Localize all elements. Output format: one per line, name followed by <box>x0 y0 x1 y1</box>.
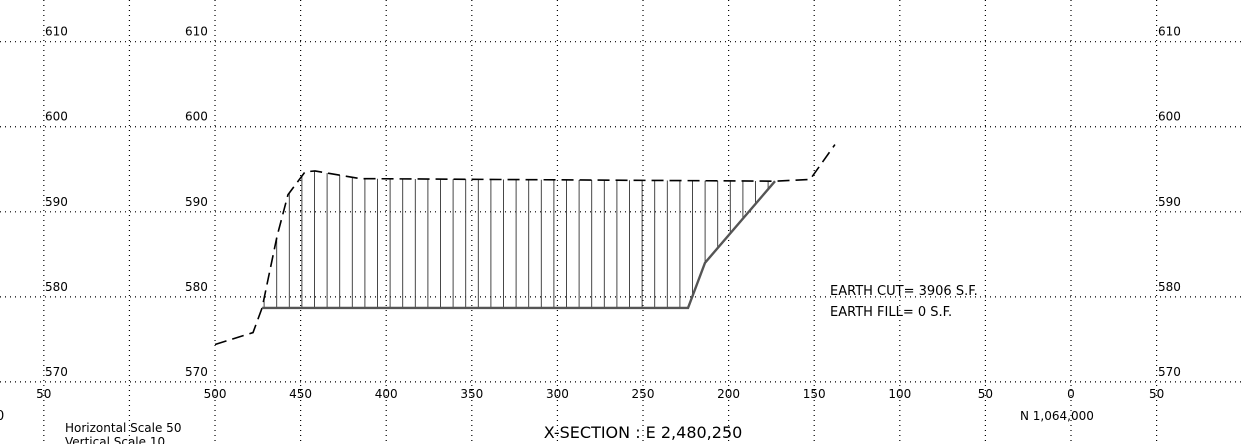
y-tick-label: 580 <box>185 280 208 294</box>
x-tick-label: 350 <box>460 387 483 401</box>
x-tick-label: 400 <box>375 387 398 401</box>
x-tick-label: 50 <box>1149 387 1164 401</box>
x-tick-label: 250 <box>632 387 655 401</box>
y-tick-label: 600 <box>45 110 68 124</box>
y-tick-label: 590 <box>185 195 208 209</box>
edge-label: 0 <box>0 409 4 424</box>
design-line <box>262 180 776 310</box>
x-tick-label: 450 <box>289 387 312 401</box>
y-tick-label: 610 <box>185 25 208 39</box>
y-tick-label: 600 <box>1158 110 1181 124</box>
y-tick-label: 590 <box>45 195 68 209</box>
northing: N 1,064,000 <box>1020 409 1094 423</box>
x-tick-label: 200 <box>717 387 740 401</box>
earth-fill: EARTH FILL= 0 S.F. <box>830 305 952 320</box>
x-tick-label: 0 <box>1067 387 1075 401</box>
x-tick-label: 50 <box>36 387 51 401</box>
x-tick-label: 100 <box>888 387 911 401</box>
x-tick-label: 150 <box>803 387 826 401</box>
vertical-scale: Vertical Scale 10 <box>65 435 165 444</box>
x-tick-label: 300 <box>546 387 569 401</box>
y-tick-label: 580 <box>45 280 68 294</box>
y-tick-label: 570 <box>185 365 208 379</box>
y-tick-label: 590 <box>1158 195 1181 209</box>
x-tick-label: 50 <box>978 387 993 401</box>
section-title: X-SECTION : E 2,480,250 <box>544 423 743 442</box>
horizontal-scale: Horizontal Scale 50 <box>65 421 181 435</box>
y-tick-label: 600 <box>185 110 208 124</box>
y-tick-label: 610 <box>1158 25 1181 39</box>
y-tick-label: 570 <box>45 365 68 379</box>
y-tick-label: 580 <box>1158 280 1181 294</box>
y-tick-label: 570 <box>1158 365 1181 379</box>
y-tick-label: 610 <box>45 25 68 39</box>
ground-line <box>214 144 836 346</box>
earth-cut: EARTH CUT= 3906 S.F. <box>830 284 978 299</box>
x-tick-label: 500 <box>204 387 227 401</box>
